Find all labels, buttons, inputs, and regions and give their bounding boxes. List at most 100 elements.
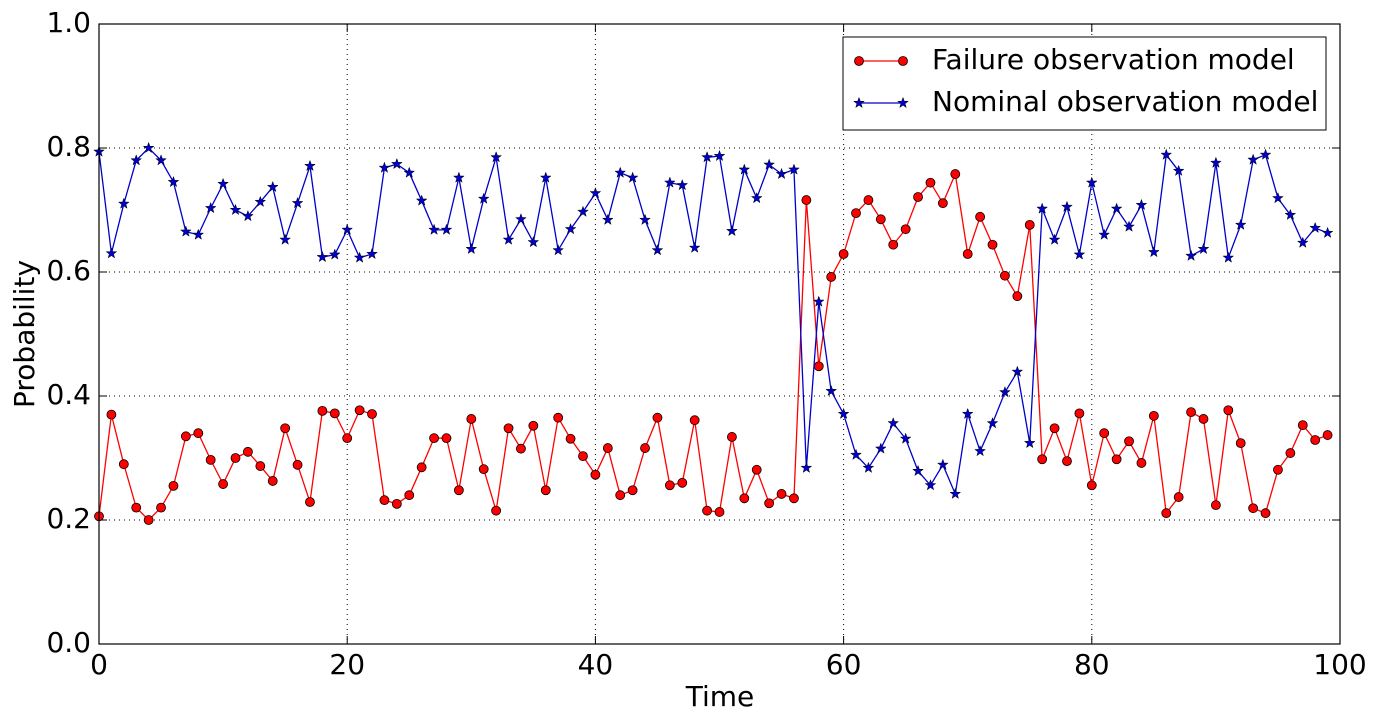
data-point (1061, 200, 1073, 212)
data-point (279, 233, 292, 245)
data-point (912, 464, 925, 477)
data-point (851, 208, 861, 219)
series-line (98, 171, 1328, 521)
data-point (403, 166, 416, 178)
data-point (1248, 503, 1259, 514)
data-point (1222, 251, 1235, 263)
data-point (1198, 414, 1209, 424)
data-point (1260, 508, 1271, 519)
y-axis-label: Probability (8, 260, 41, 408)
data-point (192, 228, 205, 240)
data-point (1185, 249, 1198, 261)
data-point (155, 154, 168, 166)
y-tick-label: 0.6 (46, 254, 91, 287)
legend-marker (854, 56, 864, 66)
data-point (713, 149, 726, 162)
data-point (961, 407, 974, 420)
data-point (875, 214, 886, 225)
data-point (862, 461, 875, 473)
data-point (925, 177, 936, 188)
data-point (205, 454, 216, 465)
data-point (627, 485, 638, 496)
data-point (329, 408, 340, 419)
data-point (117, 197, 130, 209)
data-point (478, 464, 489, 475)
data-point (304, 159, 316, 172)
data-point (366, 247, 378, 260)
data-point (167, 175, 180, 188)
data-point (1148, 410, 1159, 421)
data-point (415, 194, 428, 206)
data-point (974, 444, 987, 457)
data-point (1037, 454, 1048, 465)
data-point (850, 448, 862, 460)
data-point (316, 250, 329, 263)
x-axis-label: Time (685, 680, 755, 713)
data-point (564, 222, 577, 235)
data-point (1098, 228, 1111, 240)
data-point (702, 505, 712, 516)
data-point (688, 241, 701, 253)
data-point (1297, 420, 1308, 431)
data-point (255, 461, 266, 471)
data-point (913, 192, 923, 202)
data-point (453, 485, 464, 496)
data-point (578, 451, 588, 462)
data-point (156, 502, 166, 513)
data-point (1322, 430, 1333, 440)
x-tick-label: 80 (1074, 648, 1110, 681)
data-point (1223, 405, 1234, 416)
data-point (378, 161, 391, 173)
data-point (590, 469, 601, 480)
data-point (614, 166, 627, 178)
data-point (788, 163, 800, 175)
data-point (1273, 464, 1283, 475)
y-tick-label: 1.0 (46, 6, 91, 39)
data-point (539, 171, 552, 183)
data-point (565, 433, 576, 444)
data-point (552, 244, 565, 256)
data-point (353, 251, 366, 263)
data-point (1147, 245, 1160, 258)
data-point (1284, 208, 1297, 221)
data-point (689, 415, 700, 426)
data-point (1086, 480, 1097, 491)
data-point (1259, 148, 1272, 160)
data-point (143, 515, 154, 525)
data-point (1296, 236, 1309, 248)
data-point (514, 213, 527, 225)
y-tick-label: 0.8 (46, 130, 91, 163)
data-point (193, 428, 204, 439)
data-point (217, 177, 230, 190)
data-point (1011, 365, 1024, 377)
legend-label: Failure observation model (932, 43, 1295, 76)
plot-frame (98, 23, 1341, 645)
data-point (1309, 221, 1322, 234)
data-point (1211, 500, 1221, 511)
x-tick-label: 20 (329, 648, 365, 681)
data-point (602, 443, 613, 453)
data-point (812, 295, 825, 307)
data-point (130, 154, 143, 166)
data-point (1235, 438, 1246, 449)
legend-marker (897, 96, 909, 109)
data-point (428, 223, 441, 235)
data-point (764, 498, 775, 509)
data-point (677, 477, 688, 488)
data-point (664, 480, 675, 491)
data-point (229, 203, 242, 216)
data-point (589, 186, 602, 199)
data-point (1099, 428, 1110, 439)
data-point (1234, 218, 1247, 230)
data-point (105, 247, 118, 259)
data-point (1000, 270, 1010, 281)
data-point (553, 412, 564, 423)
data-point (502, 233, 515, 245)
data-point (1321, 226, 1334, 239)
data-point (1197, 242, 1210, 255)
data-point (254, 195, 267, 208)
data-point (887, 417, 900, 429)
data-point (440, 223, 453, 235)
data-point (379, 495, 390, 506)
